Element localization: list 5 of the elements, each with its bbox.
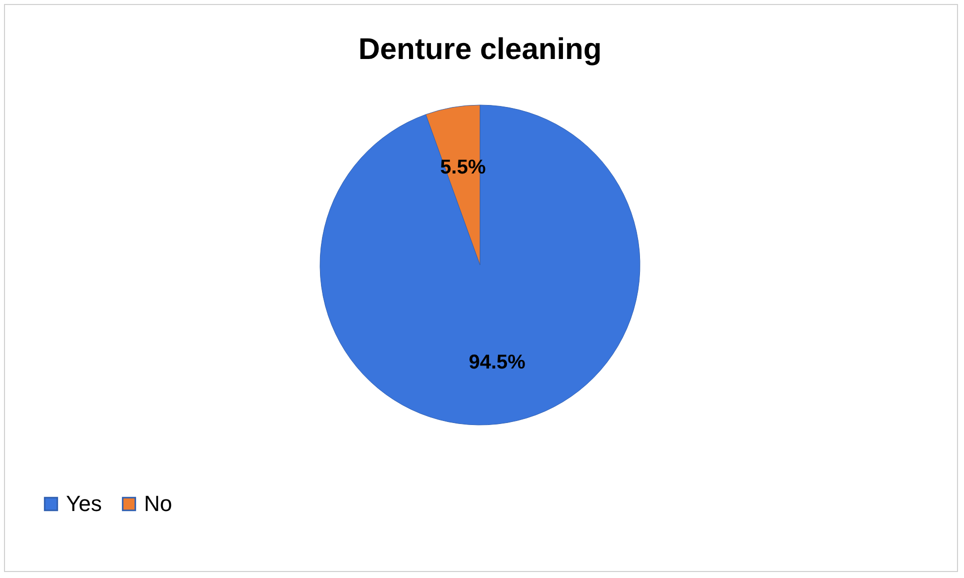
legend-label: No (144, 491, 172, 516)
chart-title: Denture cleaning (358, 33, 602, 66)
data-label: 94.5% (468, 352, 526, 374)
legend-label: Yes (66, 491, 102, 516)
pie-slice (320, 104, 640, 426)
